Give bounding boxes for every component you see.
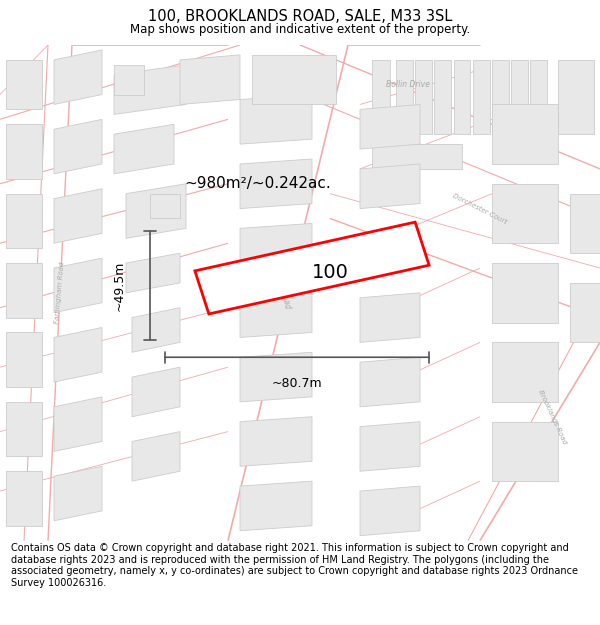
Polygon shape [360, 228, 420, 273]
Polygon shape [492, 422, 558, 481]
Polygon shape [54, 466, 102, 521]
Polygon shape [492, 263, 558, 322]
Polygon shape [396, 60, 413, 134]
Text: Map shows position and indicative extent of the property.: Map shows position and indicative extent… [130, 23, 470, 36]
Polygon shape [360, 104, 420, 149]
Polygon shape [54, 119, 102, 174]
Polygon shape [180, 55, 240, 104]
Text: 100, BROOKLANDS ROAD, SALE, M33 3SL: 100, BROOKLANDS ROAD, SALE, M33 3SL [148, 9, 452, 24]
Polygon shape [6, 332, 42, 387]
Polygon shape [415, 60, 432, 134]
Polygon shape [126, 184, 186, 238]
Polygon shape [240, 94, 312, 144]
Polygon shape [360, 292, 420, 342]
Polygon shape [54, 397, 102, 451]
Text: ~49.5m: ~49.5m [113, 260, 126, 311]
Polygon shape [372, 60, 390, 134]
Polygon shape [150, 194, 180, 219]
Polygon shape [252, 55, 336, 104]
Polygon shape [372, 144, 462, 169]
Polygon shape [530, 60, 547, 134]
Polygon shape [132, 308, 180, 352]
Polygon shape [473, 60, 490, 134]
Text: Brooklands Road: Brooklands Road [537, 389, 567, 445]
Polygon shape [360, 486, 420, 536]
Polygon shape [6, 402, 42, 456]
Text: ~980m²/~0.242ac.: ~980m²/~0.242ac. [185, 176, 331, 191]
Polygon shape [570, 283, 600, 342]
Polygon shape [6, 60, 42, 109]
Polygon shape [558, 60, 594, 134]
Polygon shape [132, 432, 180, 481]
Polygon shape [6, 124, 42, 179]
Text: ~80.7m: ~80.7m [272, 377, 322, 390]
Text: Bollin Drive: Bollin Drive [386, 80, 430, 89]
Polygon shape [126, 253, 180, 292]
Text: Dorchester Court: Dorchester Court [452, 192, 508, 225]
Polygon shape [434, 60, 451, 134]
Text: Contains OS data © Crown copyright and database right 2021. This information is : Contains OS data © Crown copyright and d… [11, 543, 578, 588]
Polygon shape [454, 60, 470, 134]
Text: Farningham Road: Farningham Road [54, 261, 66, 324]
Polygon shape [240, 417, 312, 466]
Polygon shape [492, 104, 558, 164]
Polygon shape [240, 159, 312, 209]
Polygon shape [6, 471, 42, 526]
Polygon shape [6, 263, 42, 318]
Polygon shape [195, 222, 429, 314]
Polygon shape [492, 60, 509, 134]
Polygon shape [240, 352, 312, 402]
Polygon shape [240, 288, 312, 338]
Polygon shape [492, 342, 558, 402]
Polygon shape [360, 357, 420, 407]
Polygon shape [240, 223, 312, 273]
Polygon shape [240, 481, 312, 531]
Polygon shape [54, 328, 102, 382]
Polygon shape [6, 194, 42, 248]
Polygon shape [360, 422, 420, 471]
Polygon shape [54, 189, 102, 243]
Polygon shape [54, 50, 102, 104]
Polygon shape [132, 367, 180, 417]
Polygon shape [511, 60, 528, 134]
Polygon shape [570, 194, 600, 253]
Text: 100: 100 [311, 264, 349, 282]
Polygon shape [492, 184, 558, 243]
Text: Broands Road: Broands Road [272, 256, 292, 310]
Polygon shape [360, 164, 420, 209]
Polygon shape [114, 65, 144, 94]
Polygon shape [54, 258, 102, 312]
Polygon shape [114, 124, 174, 174]
Polygon shape [114, 65, 186, 114]
